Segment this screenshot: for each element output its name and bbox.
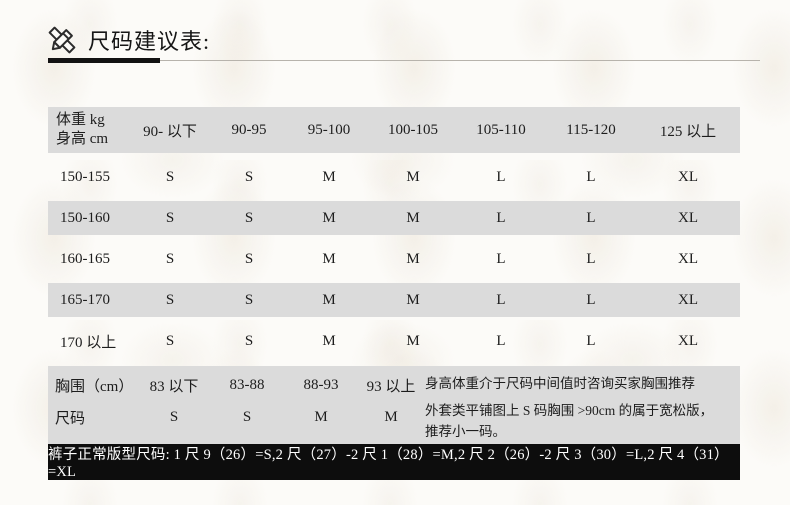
size-cell: M [370, 201, 456, 235]
size-cell: M [406, 168, 420, 185]
size-cell: S [130, 283, 210, 317]
weight-col-header: 100-105 [370, 107, 456, 153]
size-cell: S [169, 408, 179, 425]
height-range-label: 150-160 [48, 201, 130, 235]
page-header: 尺码建议表: [46, 24, 210, 56]
size-cell: XL [678, 168, 698, 185]
size-cell: XL [678, 250, 698, 267]
size-cell: L [586, 168, 596, 185]
size-cell: S [244, 168, 254, 185]
pants-size-text: 裤子正常版型尺码: 1 尺 9（26）=S,2 尺（27）-2 尺 1（28）=… [48, 447, 729, 480]
height-range-label: 160-165 [60, 250, 110, 267]
size-cell: M [288, 201, 370, 235]
size-cell: S [244, 332, 254, 349]
size-cell: M [322, 332, 336, 349]
size-cell: M [384, 408, 398, 425]
chest-range-row: 胸围（cm） 83 以下 83-88 88-93 93 以上 [48, 369, 431, 401]
weight-col-header: 90- 以下 [130, 107, 210, 153]
title-underline-thick [48, 58, 160, 63]
height-range-label: 170 以上 [60, 334, 117, 351]
size-cell: S [242, 408, 252, 425]
size-table: 体重 kg 身高 cm 90- 以下 90-95 95-100 100-105 … [48, 107, 740, 365]
table-row: 170 以上 S S M M L L XL [48, 317, 740, 365]
page-title: 尺码建议表: [88, 29, 211, 54]
table-row: 150-155 S S M M L L XL [48, 153, 740, 201]
size-row-label: 尺码 [55, 410, 86, 427]
pencil-ruler-icon [46, 24, 78, 56]
note-line: 外套类平铺图上 S 码胸围 >90cm 的属于宽松版， 推荐小一码。 [425, 401, 730, 442]
weight-col-header: 95-100 [288, 107, 370, 153]
size-cell: S [165, 332, 175, 349]
size-cell: L [456, 201, 546, 235]
size-cell: L [496, 250, 506, 267]
size-table-header-row: 体重 kg 身高 cm 90- 以下 90-95 95-100 100-105 … [48, 107, 740, 153]
chest-size-section: 胸围（cm） 83 以下 83-88 88-93 93 以上 尺码 S S M … [48, 366, 740, 444]
height-range-label: 150-155 [60, 168, 110, 185]
weight-header-line: 体重 kg [56, 111, 105, 128]
weight-col-header: 125 以上 [636, 107, 740, 153]
note-line: 外套类平铺图上 S 码胸围 >90cm 的属于宽松版， [425, 403, 714, 419]
table-row: 160-165 S S M M L L XL [48, 235, 740, 283]
size-cell: XL [636, 201, 740, 235]
size-cell: S [210, 283, 288, 317]
size-cell: M [370, 283, 456, 317]
size-cell: XL [636, 283, 740, 317]
chest-range-cell: 93 以上 [366, 378, 416, 395]
size-cell: XL [678, 332, 698, 349]
weight-col-header: 90-95 [210, 107, 288, 153]
size-cell: M [406, 332, 420, 349]
size-cell: L [496, 168, 506, 185]
size-cell: S [130, 201, 210, 235]
size-cell: S [165, 250, 175, 267]
size-cell: M [322, 168, 336, 185]
size-cell: M [314, 408, 328, 425]
chest-size-row: 尺码 S S M M [48, 401, 431, 433]
pants-size-footer-bar: 裤子正常版型尺码: 1 尺 9（26）=S,2 尺（27）-2 尺 1（28）=… [48, 444, 740, 480]
sizing-notes: 身高体重介于尺码中间值时咨询买家胸围推荐 外套类平铺图上 S 码胸围 >90cm… [425, 374, 730, 442]
chest-range-cell: 83-88 [229, 376, 265, 393]
chest-row-label: 胸围（cm） [55, 378, 134, 395]
size-cell: S [210, 201, 288, 235]
chest-range-cell: 88-93 [303, 376, 339, 393]
note-line: 推荐小一码。 [425, 423, 506, 439]
height-header-line: 身高 cm [56, 131, 109, 147]
chest-size-table: 胸围（cm） 83 以下 83-88 88-93 93 以上 尺码 S S M … [48, 369, 431, 433]
size-cell: M [406, 250, 420, 267]
size-cell: L [586, 250, 596, 267]
chest-range-cell: 83 以下 [149, 378, 199, 395]
size-cell: L [546, 283, 636, 317]
size-cell: M [322, 250, 336, 267]
size-cell: L [546, 201, 636, 235]
table-row: 150-160 S S M M L L XL [48, 201, 740, 235]
weight-height-header-cell: 体重 kg 身高 cm [48, 107, 130, 153]
size-cell: S [244, 250, 254, 267]
table-row: 165-170 S S M M L L XL [48, 283, 740, 317]
title-underline-thin [48, 60, 760, 61]
size-cell: M [288, 283, 370, 317]
height-range-label: 165-170 [48, 283, 130, 317]
size-cell: L [456, 283, 546, 317]
size-cell: L [586, 332, 596, 349]
size-cell: S [165, 168, 175, 185]
weight-col-header: 105-110 [456, 107, 546, 153]
note-line: 身高体重介于尺码中间值时咨询买家胸围推荐 [425, 376, 695, 391]
size-cell: L [496, 332, 506, 349]
weight-col-header: 115-120 [546, 107, 636, 153]
